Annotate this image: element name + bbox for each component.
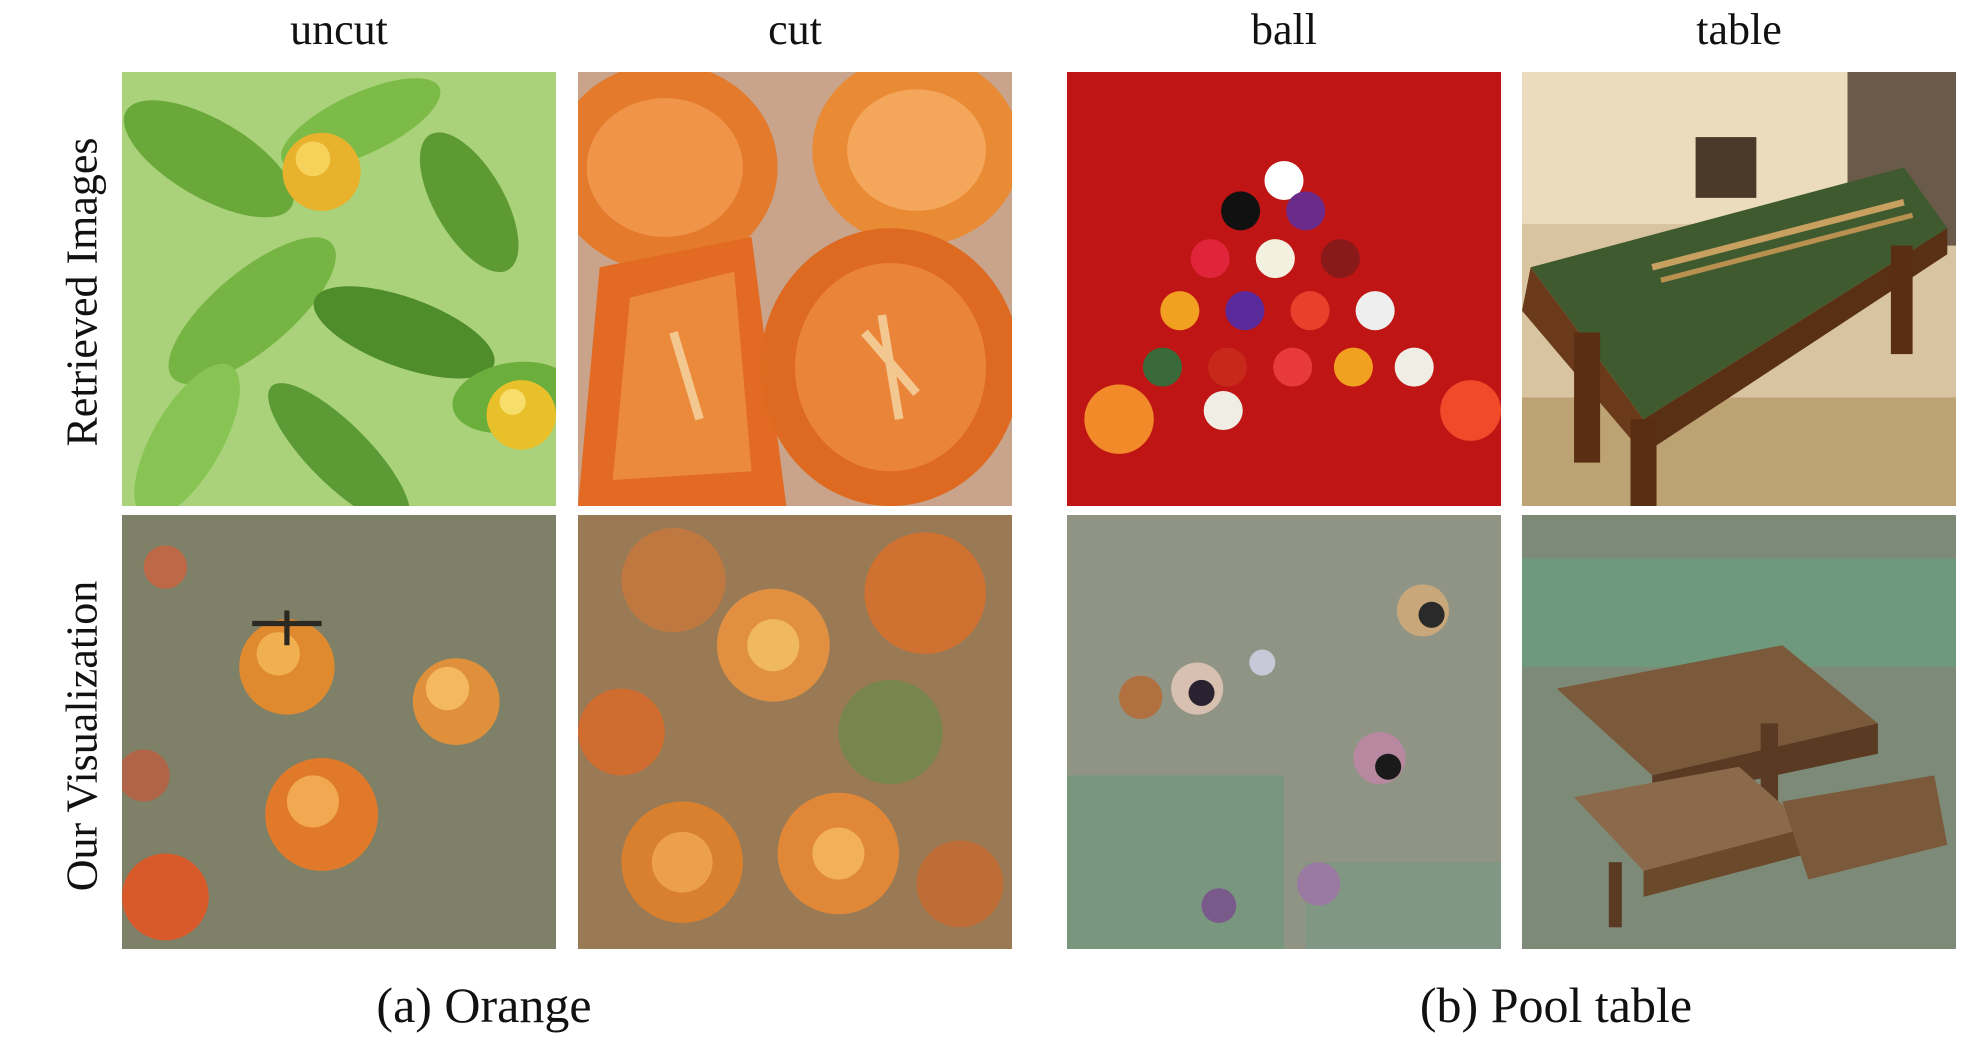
row-label-retrieved-images: Retrieved Images — [57, 137, 107, 447]
image-visualization-uncut-orange — [122, 515, 556, 949]
column-label-ball: ball — [1251, 5, 1317, 54]
image-visualization-pool-table — [1522, 515, 1956, 949]
image-retrieved-pool-balls — [1067, 72, 1501, 506]
image-visualization-cut-orange — [578, 515, 1012, 949]
image-retrieved-pool-table — [1522, 72, 1956, 506]
row-label-our-visualization: Our Visualization — [57, 580, 107, 892]
image-visualization-pool-balls — [1067, 515, 1501, 949]
image-retrieved-uncut-orange — [122, 72, 556, 506]
column-label-cut: cut — [768, 5, 822, 54]
caption-orange: (a) Orange — [376, 977, 592, 1033]
column-label-table: table — [1696, 5, 1782, 54]
image-retrieved-cut-orange — [578, 72, 1012, 506]
caption-pool-table: (b) Pool table — [1419, 977, 1693, 1033]
column-label-uncut: uncut — [290, 5, 388, 54]
